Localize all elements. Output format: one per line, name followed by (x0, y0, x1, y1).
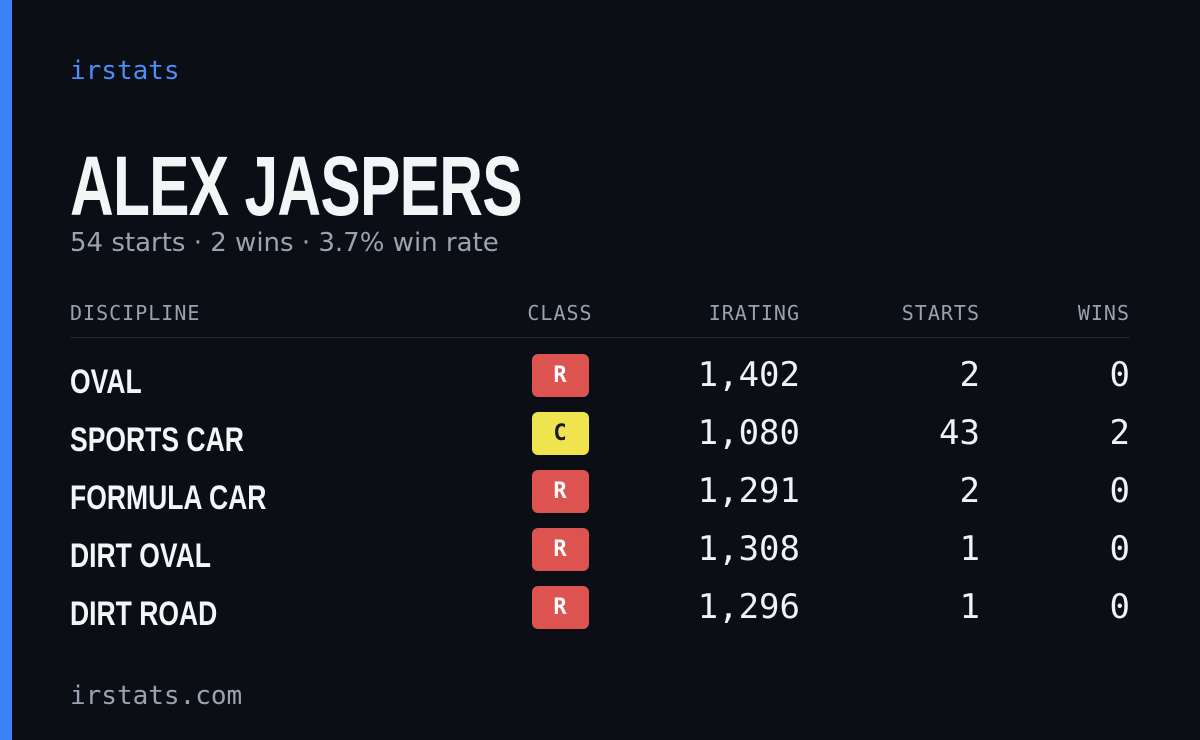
class-badge: R (531, 586, 589, 629)
column-header: IRATING (708, 301, 800, 325)
class-badge: C (531, 412, 589, 455)
driver-name: ALEX JASPERS (70, 139, 523, 233)
irating: 1,402 (697, 355, 800, 395)
accent-bar (0, 0, 12, 740)
irating: 1,080 (697, 413, 800, 453)
header-rule (70, 337, 1130, 338)
starts: 1 (959, 529, 980, 569)
wins: 0 (1109, 587, 1130, 627)
starts: 43 (939, 413, 980, 453)
irating: 1,308 (697, 529, 800, 569)
discipline: OVAL (70, 363, 142, 401)
column-header: STARTS (901, 301, 980, 325)
footer-url: irstats.com (70, 681, 243, 711)
starts: 1 (959, 587, 980, 627)
starts: 2 (959, 471, 980, 511)
discipline: DIRT OVAL (70, 537, 211, 575)
class-badge: R (531, 470, 589, 513)
wins: 0 (1109, 529, 1130, 569)
discipline: SPORTS CAR (70, 421, 244, 459)
wins: 0 (1109, 355, 1130, 395)
column-header: CLASS (527, 301, 593, 325)
class-badge: R (531, 354, 589, 397)
brand: irstats (70, 56, 180, 86)
irating: 1,291 (697, 471, 800, 511)
discipline: FORMULA CAR (70, 479, 267, 517)
class-badge: R (531, 528, 589, 571)
column-header: DISCIPLINE (70, 301, 201, 325)
irating: 1,296 (697, 587, 800, 627)
subtitle: 54 starts · 2 wins · 3.7% win rate (70, 228, 499, 258)
starts: 2 (959, 355, 980, 395)
wins: 0 (1109, 471, 1130, 511)
wins: 2 (1109, 413, 1130, 453)
discipline: DIRT ROAD (70, 595, 218, 633)
column-header: WINS (1077, 301, 1130, 325)
